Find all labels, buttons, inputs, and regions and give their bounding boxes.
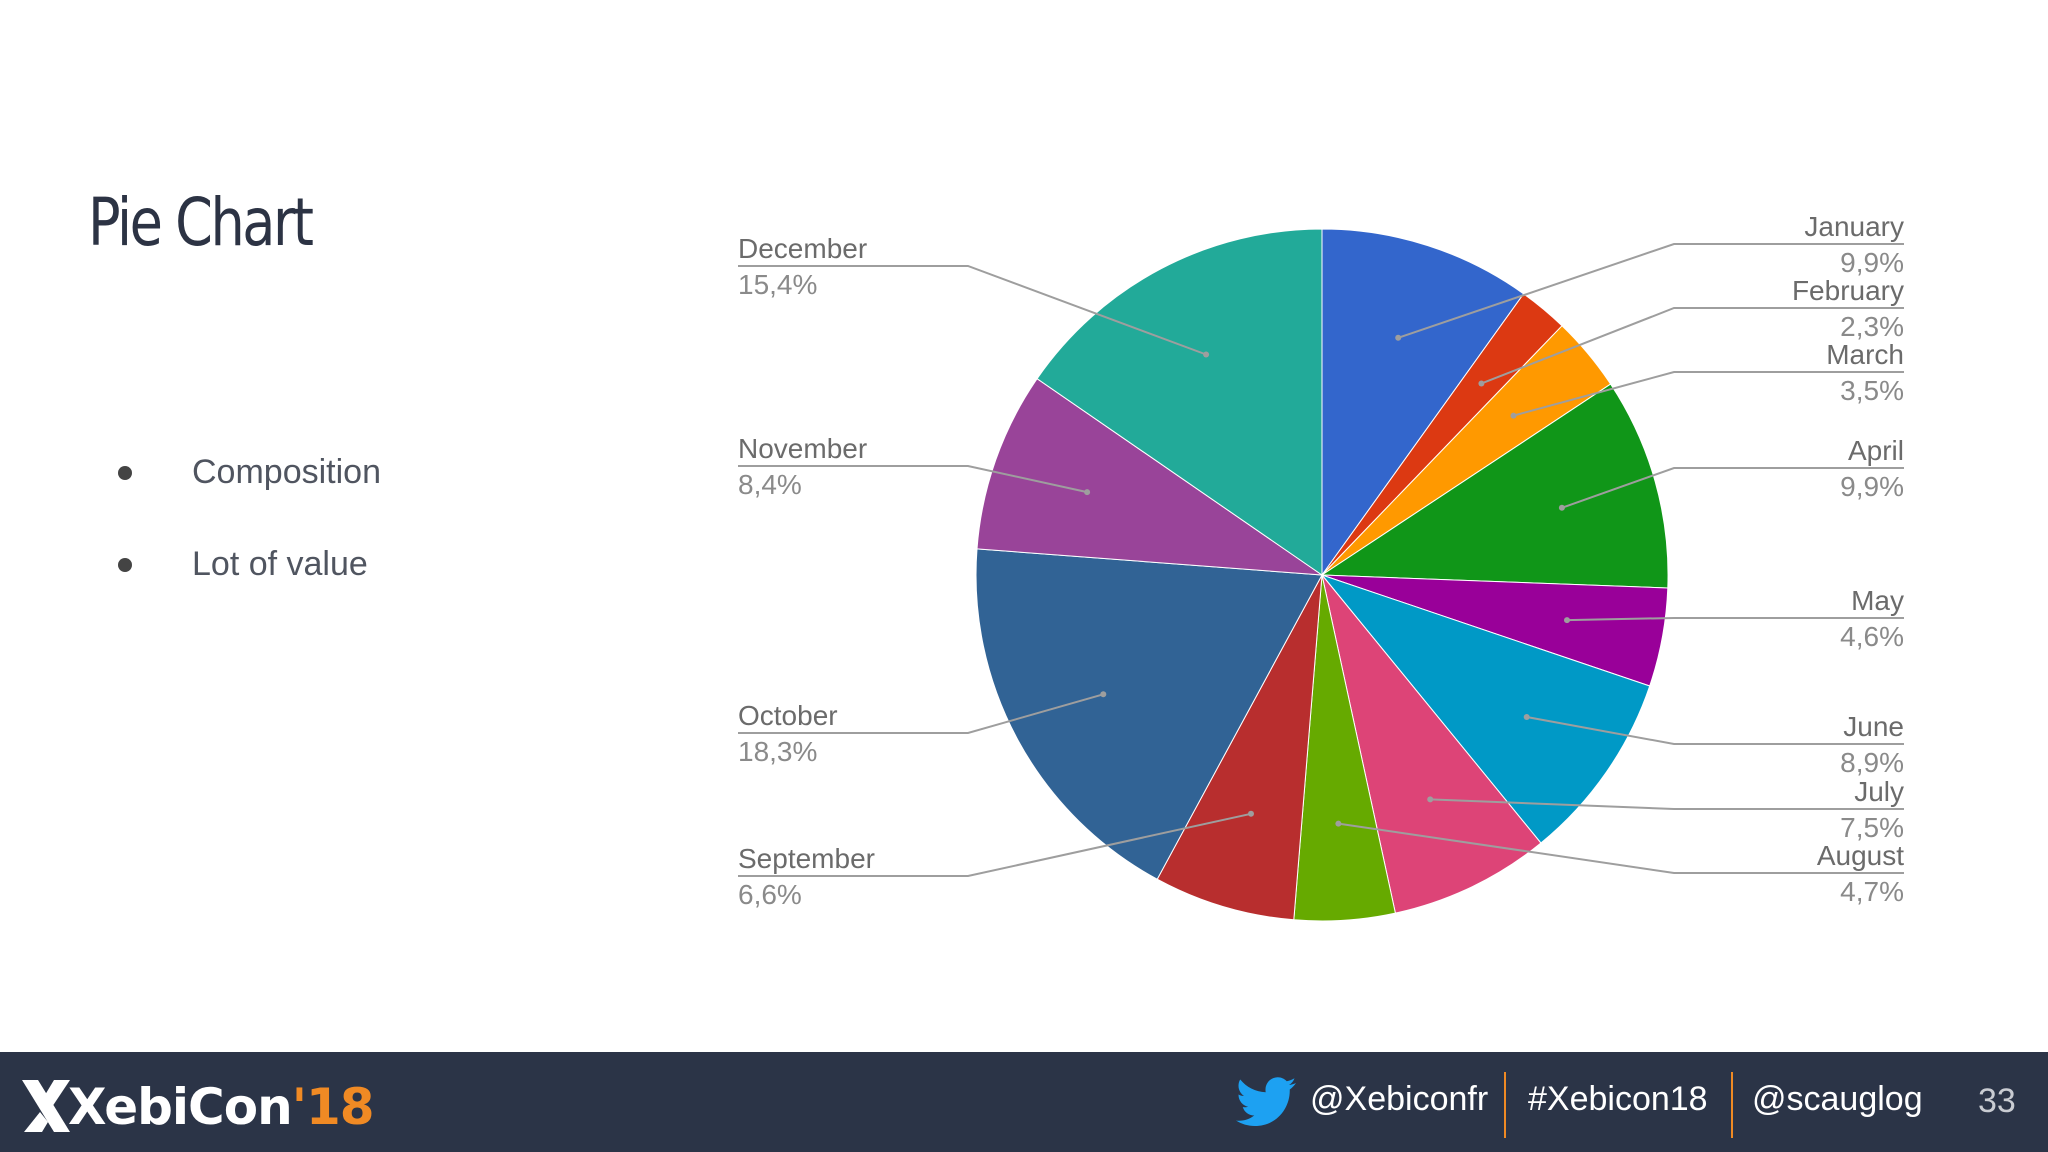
slice-value-september: 6,6%: [738, 879, 802, 910]
pie-slice-april: [1320, 383, 1669, 589]
slice-label-january: January: [1804, 211, 1904, 242]
pie-slice-september: [1156, 574, 1323, 921]
slice-label-september: September: [738, 843, 875, 874]
anchor-dot-september: [1248, 810, 1254, 817]
leader-line-february: [1481, 307, 1904, 385]
leader-line-june: [1526, 716, 1904, 745]
pie-slice-november: [976, 378, 1324, 576]
leader-line-october: [738, 693, 1104, 734]
anchor-dot-november: [1084, 489, 1091, 496]
logo-text: XebiCon'18: [68, 1078, 375, 1136]
page-number: 33: [1978, 1082, 2016, 1120]
anchor-dot-june: [1523, 714, 1530, 720]
anchor-dot-july: [1427, 796, 1434, 803]
footer-separator: [1504, 1072, 1506, 1138]
slice-value-february: 2,3%: [1840, 311, 1904, 342]
pie-slice-july: [1321, 574, 1542, 914]
slice-value-december: 15,4%: [738, 269, 817, 300]
anchor-dot-april: [1558, 504, 1565, 511]
pie-chart: January9,9%February2,3%March3,5%April9,9…: [738, 211, 1904, 922]
anchor-dot-may: [1564, 617, 1570, 624]
leader-line-march: [1513, 371, 1904, 417]
slice-value-october: 18,3%: [738, 736, 817, 767]
slice-label-april: April: [1848, 435, 1904, 466]
pie-slice-june: [1320, 573, 1651, 844]
bullet-text: Lot of value: [192, 545, 368, 583]
bullet-text: Composition: [192, 453, 381, 491]
leader-line-july: [1430, 798, 1904, 810]
twitter-icon: [1236, 1077, 1296, 1126]
slice-label-july: July: [1854, 776, 1904, 807]
slide-title: Pie Chart: [88, 184, 314, 261]
pie-slice-january: [1321, 228, 1525, 577]
slice-value-august: 4,7%: [1840, 876, 1904, 907]
anchor-dot-august: [1335, 820, 1342, 827]
leader-line-may: [1566, 617, 1904, 622]
twitter-handle[interactable]: @Xebiconfr: [1310, 1080, 1489, 1118]
pie-slice-october: [975, 548, 1323, 880]
bullet-dot: [118, 558, 132, 572]
slice-value-july: 7,5%: [1840, 812, 1904, 843]
slice-label-november: November: [738, 433, 867, 464]
footer-separator: [1731, 1072, 1733, 1138]
logo-name: XebiCon: [68, 1078, 293, 1136]
anchor-dot-december: [1203, 351, 1210, 358]
anchor-dot-october: [1100, 691, 1107, 698]
logo-year: '18: [291, 1078, 375, 1136]
anchor-dot-january: [1395, 334, 1402, 341]
footer-bar: XebiCon'18 @Xebiconfr #Xebicon18 @scaugl…: [0, 1052, 2048, 1152]
xebicon-x-icon: [22, 1080, 70, 1132]
slice-value-march: 3,5%: [1840, 375, 1904, 406]
anchor-dot-march: [1510, 412, 1517, 419]
leader-line-august: [1338, 822, 1904, 874]
slice-value-january: 9,9%: [1840, 247, 1904, 278]
slice-label-august: August: [1817, 840, 1904, 871]
hashtag[interactable]: #Xebicon18: [1528, 1080, 1708, 1118]
slice-label-february: February: [1792, 275, 1904, 306]
slice-label-october: October: [738, 700, 838, 731]
slice-value-may: 4,6%: [1840, 621, 1904, 652]
leader-line-january: [1397, 243, 1904, 339]
pie-slice-december: [1036, 228, 1323, 576]
slice-label-march: March: [1826, 339, 1904, 370]
slice-value-november: 8,4%: [738, 469, 802, 500]
anchor-dot-february: [1478, 380, 1485, 387]
leader-line-november: [738, 465, 1088, 494]
slice-value-june: 8,9%: [1840, 747, 1904, 778]
slice-value-april: 9,9%: [1840, 471, 1904, 502]
slice-label-june: June: [1843, 711, 1904, 742]
leader-line-december: [738, 265, 1207, 356]
slice-label-december: December: [738, 233, 867, 264]
bullet-dot: [118, 466, 132, 480]
speaker-handle[interactable]: @scauglog: [1752, 1080, 1923, 1118]
leader-line-september: [738, 812, 1252, 877]
leader-line-april: [1561, 467, 1904, 509]
slice-label-may: May: [1851, 585, 1904, 616]
